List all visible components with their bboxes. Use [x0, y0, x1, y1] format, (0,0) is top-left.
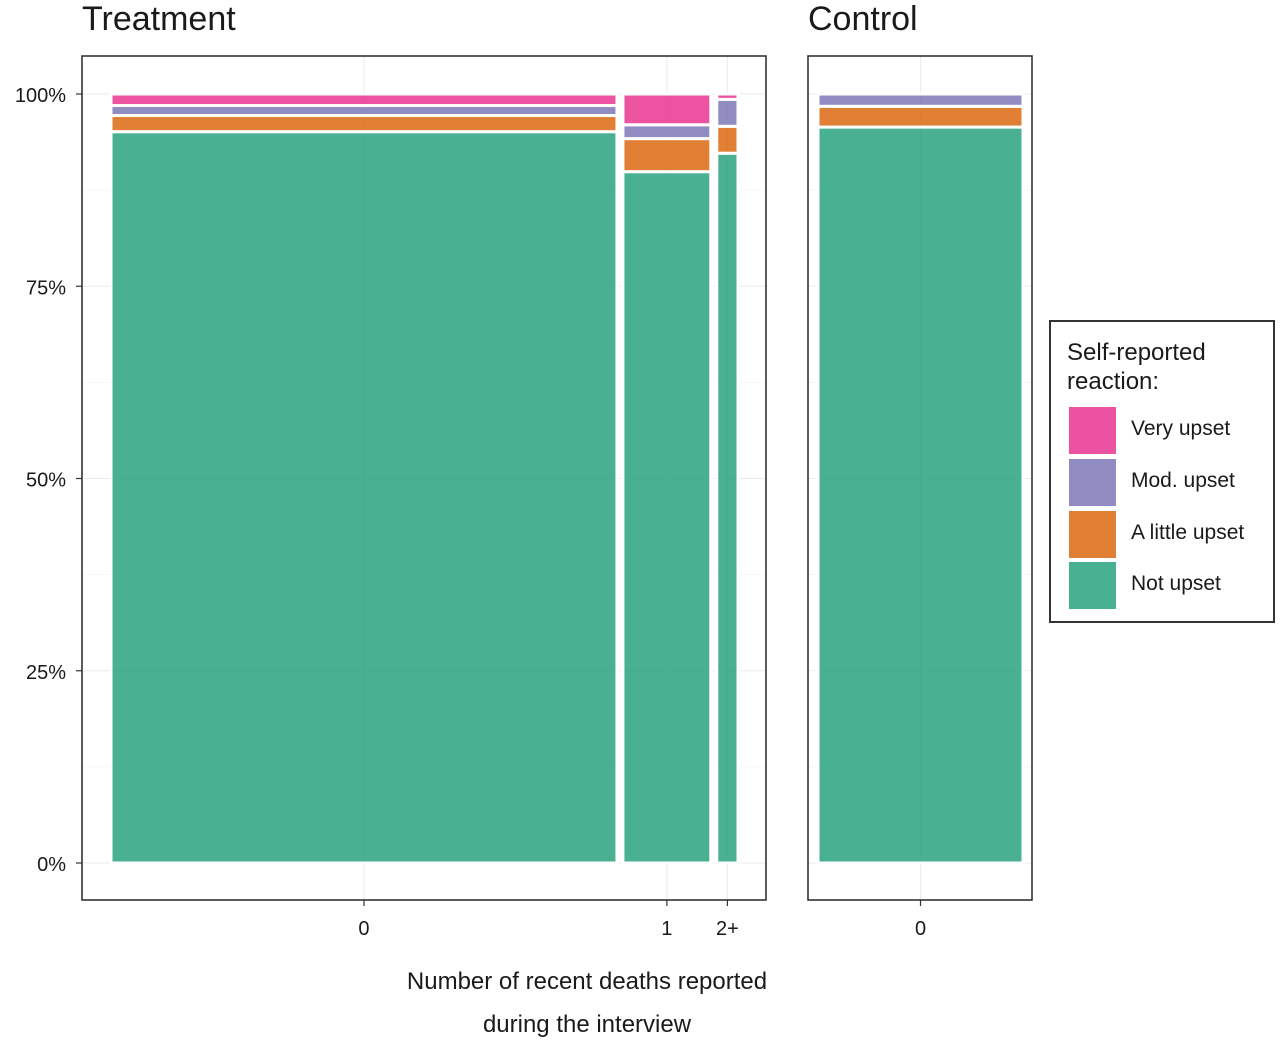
segment-treatment-2-a-little-upset — [715, 124, 740, 155]
legend-item-mod-upset: Mod. upset — [1067, 457, 1273, 508]
segment-treatment-1-very-upset — [621, 92, 713, 127]
legend-title-line-1: Self-reported — [1067, 339, 1206, 366]
legend-swatch-a-little-upset — [1067, 509, 1118, 560]
legend-label-a-little-upset: A little upset — [1131, 521, 1245, 544]
y-tick-label-0: 0% — [37, 854, 66, 876]
x-tick-label-control-0: 0 — [915, 918, 926, 940]
segment-treatment-0-not-upset — [109, 130, 619, 865]
legend-label-mod-upset: Mod. upset — [1131, 469, 1235, 492]
y-tick-label-2: 50% — [26, 470, 66, 492]
segment-treatment-0-a-little-upset — [109, 114, 619, 134]
segment-treatment-2-very-upset — [715, 92, 740, 101]
y-tick-label-4: 100% — [15, 85, 66, 107]
segment-treatment-2-mod-upset — [715, 97, 740, 128]
legend-item-a-little-upset: A little upset — [1067, 509, 1273, 560]
legend-title-line-2: reaction: — [1067, 368, 1160, 395]
segment-control-0-a-little-upset — [816, 104, 1025, 129]
legend-label-very-upset: Very upset — [1131, 417, 1231, 440]
legend-swatch-not-upset — [1067, 560, 1118, 611]
legend: Self-reported reaction: Very upset Mod. … — [1049, 320, 1275, 623]
segment-treatment-2-not-upset — [715, 151, 740, 865]
y-tick-label-3: 75% — [26, 277, 66, 299]
x-axis-label-line-1: Number of recent deaths reported — [407, 968, 767, 995]
x-tick-label-treatment-2: 2+ — [716, 918, 739, 940]
segment-control-0-mod-upset — [816, 92, 1025, 108]
segment-treatment-1-not-upset — [621, 170, 713, 865]
y-tick-label-1: 25% — [26, 662, 66, 684]
legend-title: Self-reported reaction: — [1067, 338, 1267, 396]
segment-treatment-0-very-upset — [109, 92, 619, 108]
segment-control-0-not-upset — [816, 125, 1025, 865]
x-axis-label-line-2: during the interview — [483, 1011, 692, 1038]
segment-treatment-1-mod-upset — [621, 123, 713, 141]
panel-border-control — [807, 55, 1033, 901]
panel-title-treatment: Treatment — [82, 0, 236, 38]
segment-treatment-1-a-little-upset — [621, 137, 713, 174]
legend-item-not-upset: Not upset — [1067, 560, 1273, 611]
panel-border-treatment — [81, 55, 767, 901]
x-tick-label-treatment-0: 0 — [358, 918, 369, 940]
legend-item-very-upset: Very upset — [1067, 405, 1273, 456]
x-tick-label-treatment-1: 1 — [661, 918, 672, 940]
legend-label-not-upset: Not upset — [1131, 572, 1221, 595]
legend-swatch-very-upset — [1067, 405, 1118, 456]
panel-title-control: Control — [808, 0, 918, 38]
legend-swatch-mod-upset — [1067, 457, 1118, 508]
